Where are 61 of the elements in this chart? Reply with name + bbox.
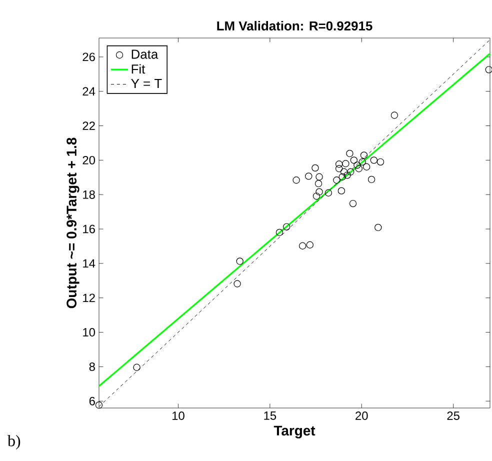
- point: [306, 241, 314, 248]
- point: [95, 401, 103, 409]
- point: [276, 228, 284, 236]
- point: [305, 172, 312, 180]
- y-tick-label: 20: [82, 156, 96, 164]
- legend-label: Fit: [132, 64, 146, 74]
- point: [376, 158, 384, 166]
- point: [340, 168, 348, 176]
- point: [355, 165, 362, 172]
- x-tick-label: 10: [172, 412, 184, 420]
- point: [314, 180, 322, 188]
- point: [335, 165, 343, 172]
- x-tick-label: 15: [264, 412, 276, 420]
- legend-label: Y = T: [131, 79, 162, 88]
- y-tick-label: 16: [83, 224, 95, 234]
- y-tick-label: 24: [82, 87, 96, 96]
- point: [342, 160, 350, 168]
- point: [485, 66, 492, 74]
- point: [368, 176, 376, 184]
- point: [292, 176, 300, 184]
- point: [283, 223, 290, 230]
- y-tick-label: 10: [83, 328, 96, 336]
- point: [236, 258, 244, 265]
- point: [360, 152, 368, 159]
- y-tick-label: 26: [82, 52, 95, 62]
- point: [344, 172, 351, 179]
- point: [133, 364, 140, 371]
- y-tick-label: 6: [89, 396, 95, 406]
- point: [312, 192, 320, 200]
- point: [349, 200, 357, 208]
- point: [333, 176, 340, 184]
- y-axis-title: Output ~= 0.9*Target + 1.8: [66, 138, 80, 308]
- point: [374, 224, 382, 232]
- point: [338, 173, 346, 180]
- point: [390, 112, 398, 119]
- x-tick-label: 25: [447, 412, 460, 420]
- point: [298, 242, 306, 250]
- point: [354, 162, 361, 169]
- x-axis-title: Target: [274, 426, 316, 438]
- point: [358, 158, 366, 166]
- point: [312, 164, 319, 172]
- point: [234, 280, 241, 288]
- point: [370, 156, 378, 164]
- point: [335, 160, 343, 168]
- point: [316, 173, 323, 180]
- y-tick-label: 8: [89, 362, 95, 371]
- x-tick-label: 20: [356, 412, 368, 420]
- chart-title: LM Validation: R=0.92915: [217, 20, 372, 30]
- point: [346, 150, 354, 158]
- point: [316, 188, 323, 196]
- point: [362, 163, 370, 170]
- legend-label: Data: [132, 50, 158, 59]
- y-tick-label: 22: [82, 122, 95, 130]
- point: [350, 156, 358, 164]
- y-tick-label: 12: [83, 294, 95, 302]
- point: [347, 168, 354, 176]
- y-tick-label: 14: [83, 259, 96, 268]
- y-tick-label: 18: [83, 190, 95, 199]
- text: b): [8, 435, 20, 450]
- point: [324, 189, 332, 196]
- point: [338, 187, 346, 194]
